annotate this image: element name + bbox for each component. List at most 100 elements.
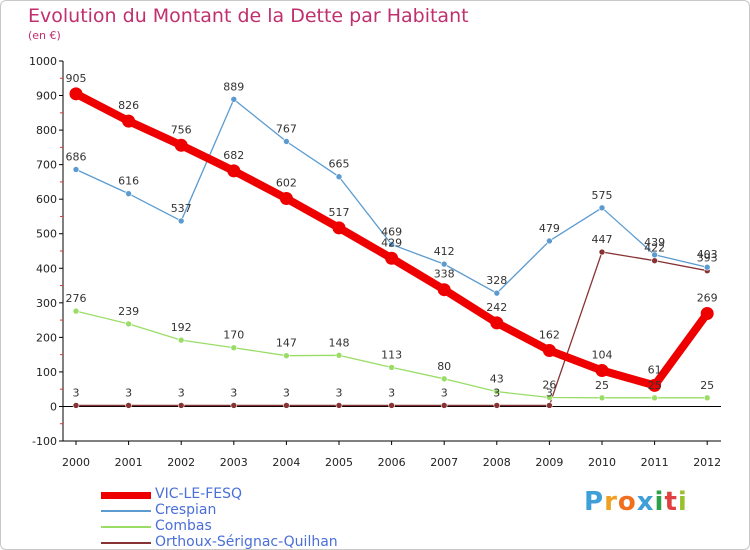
data-point: [648, 378, 662, 392]
data-label: 403: [697, 248, 718, 261]
data-label: 3: [125, 386, 132, 399]
y-tick-label: 600: [36, 193, 57, 206]
data-point: [598, 204, 606, 212]
y-tick-label: 0: [50, 400, 57, 413]
data-label: 393: [697, 252, 718, 265]
data-point: [651, 394, 658, 402]
data-label: 328: [486, 274, 507, 287]
x-tick-label: 2011: [641, 456, 669, 469]
data-point: [490, 316, 504, 330]
x-tick-label: 2000: [62, 456, 90, 469]
legend-swatch: [101, 526, 151, 528]
legend-label: Crespian: [155, 502, 217, 518]
logo-letter: P: [584, 487, 605, 517]
data-point: [174, 138, 188, 152]
chart-subtitle: (en €): [28, 29, 61, 42]
data-point: [122, 114, 136, 128]
x-tick-label: 2009: [535, 456, 563, 469]
logo-letter: i: [654, 487, 665, 517]
data-label: 170: [223, 329, 244, 342]
data-point: [703, 263, 711, 271]
data-label: 269: [697, 292, 718, 305]
legend-label: VIC-LE-FESQ: [155, 486, 243, 502]
data-point: [493, 402, 501, 409]
data-label: 479: [539, 222, 560, 235]
data-label: 422: [644, 242, 665, 255]
y-tick-label: 700: [36, 159, 57, 172]
chart-title: Evolution du Montant de la Dette par Hab…: [28, 5, 469, 27]
data-point: [69, 87, 83, 101]
data-label: 767: [276, 122, 297, 135]
data-label: 104: [592, 349, 613, 362]
chart-axes: -100 0 100 200 300 400 500 600 700 800 900 1000 2000…: [29, 55, 721, 469]
legend-swatch: [101, 510, 151, 512]
data-label: 3: [336, 386, 343, 399]
data-label: 276: [66, 292, 87, 305]
data-point: [177, 402, 185, 409]
x-tick-label: 2008: [483, 456, 511, 469]
data-label: 602: [276, 176, 297, 189]
data-point: [598, 394, 606, 402]
y-tick-label: 100: [36, 366, 57, 379]
data-point: [72, 402, 80, 409]
logo-letter: t: [664, 487, 678, 517]
data-point: [546, 237, 553, 245]
y-tick-label: 800: [36, 124, 57, 137]
data-label: 242: [486, 301, 507, 314]
y-tick-label: 200: [36, 331, 57, 344]
data-point: [546, 402, 553, 409]
data-point: [700, 307, 714, 321]
x-tick-label: 2007: [430, 456, 458, 469]
y-tick-label: -100: [32, 435, 57, 448]
legend-label: Combas: [155, 518, 212, 534]
data-point: [283, 352, 290, 359]
x-tick-label: 2005: [325, 456, 353, 469]
logo-letter: r: [604, 487, 618, 517]
data-label: 682: [223, 149, 244, 162]
data-point: [72, 307, 80, 315]
y-tick-label: 400: [36, 262, 57, 275]
logo-letter: x: [636, 487, 655, 517]
data-point: [72, 166, 80, 173]
data-label: 26: [542, 378, 556, 391]
data-label: 3: [388, 386, 395, 399]
data-point: [283, 138, 290, 145]
data-point: [177, 336, 185, 344]
data-label: 686: [66, 150, 87, 163]
data-point: [440, 375, 448, 383]
legend-swatch: [101, 542, 151, 544]
data-label: 192: [171, 321, 192, 334]
y-tick-label: 1000: [29, 55, 57, 68]
data-label: 412: [434, 245, 455, 258]
data-label: 3: [546, 386, 553, 399]
data-point: [440, 260, 448, 268]
data-label: 3: [178, 386, 185, 399]
data-point: [125, 402, 132, 409]
data-label: 889: [223, 80, 244, 93]
data-label: 3: [493, 386, 500, 399]
data-point: [651, 251, 658, 259]
data-label: 43: [490, 373, 504, 386]
data-point: [388, 241, 395, 248]
x-tick-label: 2002: [167, 456, 195, 469]
data-label: 3: [283, 386, 290, 399]
legend-swatch: [101, 491, 151, 499]
data-point: [177, 217, 185, 225]
data-point: [283, 402, 290, 409]
data-point: [335, 402, 343, 409]
data-label: 3: [230, 386, 237, 399]
data-label: 25: [700, 379, 714, 392]
data-label: 148: [329, 336, 350, 349]
data-label: 469: [381, 225, 402, 238]
data-label: 3: [441, 386, 448, 399]
data-point: [388, 402, 395, 409]
data-label: 439: [644, 236, 665, 249]
data-label: 113: [381, 348, 402, 361]
data-label: 25: [648, 379, 662, 392]
data-label: 239: [118, 305, 139, 318]
x-tick-label: 2004: [272, 456, 300, 469]
data-point: [279, 191, 293, 205]
data-point: [437, 283, 451, 297]
data-labels-layer: 3 3 3 3 3 3 3 3 3 3 447 422 393 276 239 192 170 147 148 113…: [66, 72, 718, 400]
